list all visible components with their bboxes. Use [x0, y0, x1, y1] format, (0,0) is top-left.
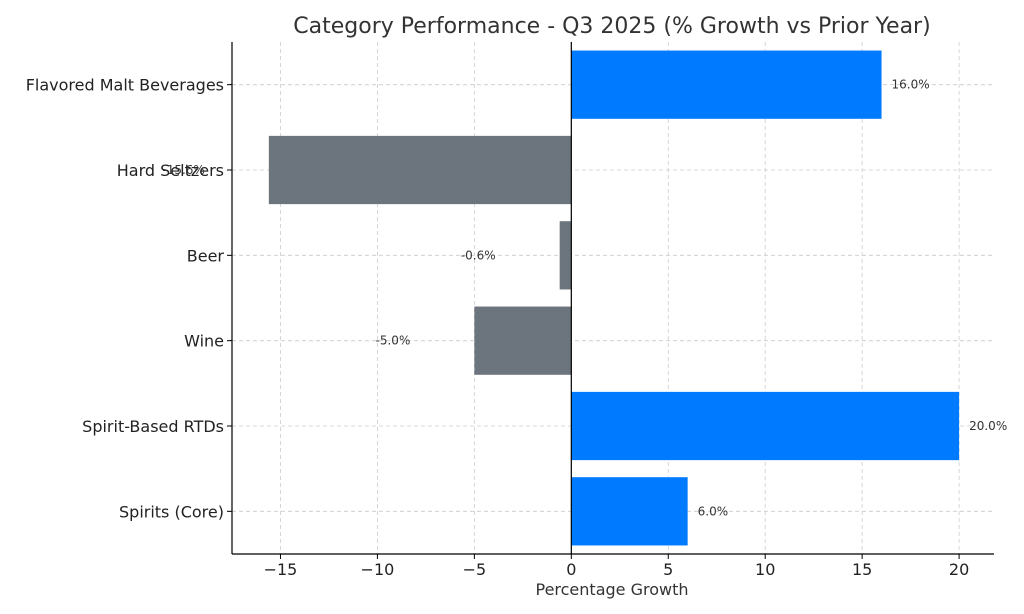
bar	[268, 135, 572, 205]
category-label: Hard Seltzers	[117, 161, 224, 180]
x-tick-label: 5	[663, 560, 673, 579]
x-tick-label: 20	[949, 560, 969, 579]
axes	[227, 42, 994, 559]
bar	[571, 477, 688, 546]
bar	[559, 221, 572, 290]
labels: −15 −10 −5 0 5 10 15 20 Flavored Malt Beverages H…	[26, 76, 1008, 579]
data-label: 20.0%	[969, 419, 1007, 433]
x-tick-label: 10	[755, 560, 775, 579]
data-label: -5.0%	[376, 334, 411, 348]
x-tick-label: −15	[264, 560, 298, 579]
x-tick-label: 15	[852, 560, 872, 579]
chart-title: Category Performance - Q3 2025 (% Growth…	[293, 14, 930, 39]
x-axis-title: Percentage Growth	[535, 580, 688, 599]
x-tick-label: −10	[361, 560, 395, 579]
x-tick-label: −5	[463, 560, 487, 579]
category-label: Flavored Malt Beverages	[26, 76, 224, 95]
bars	[268, 50, 960, 546]
data-label: 6.0%	[698, 504, 729, 518]
bar	[474, 306, 572, 375]
data-label: -15.6%	[162, 163, 204, 177]
category-label: Beer	[187, 246, 225, 265]
bar	[571, 391, 960, 461]
category-label: Spirit-Based RTDs	[82, 417, 224, 436]
bar	[571, 50, 882, 119]
x-tick-label: 0	[566, 560, 576, 579]
category-label: Wine	[184, 332, 224, 351]
data-label: 16.0%	[892, 78, 930, 92]
data-label: -0.6%	[461, 248, 496, 262]
category-label: Spirits (Core)	[119, 502, 224, 521]
